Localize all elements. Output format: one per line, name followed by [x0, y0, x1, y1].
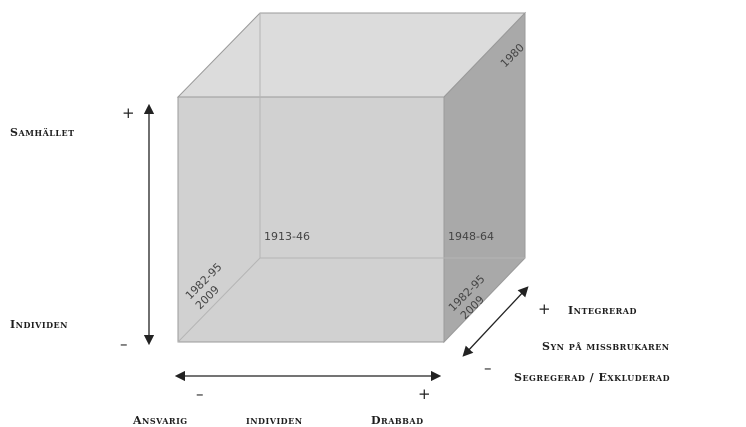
label-samhallet: Samhället — [10, 126, 75, 139]
cube-front-face — [177, 96, 445, 343]
label-individen-horizontal: individen — [246, 414, 303, 427]
label-drabbad: Drabbad — [371, 414, 424, 427]
label-integrerad: Integrerad — [568, 304, 637, 317]
vertical-plus-sign: + — [122, 104, 135, 122]
label-ansvarig: Ansvarig — [132, 414, 188, 427]
horizontal-plus-sign: + — [418, 385, 431, 403]
year-label-1948-64: 1948-64 — [448, 230, 494, 243]
cube-hidden-edge — [177, 257, 261, 343]
year-label-1913-46: 1913-46 — [264, 230, 310, 243]
horizontal-minus-sign: – — [196, 385, 204, 403]
label-individen-vertical: Individen — [10, 318, 68, 331]
vertical-minus-sign: – — [120, 335, 128, 353]
label-segregerad-exkluderad: Segregerad / Exkluderad — [514, 371, 670, 384]
depth-minus-sign: – — [484, 359, 492, 377]
depth-plus-sign: + — [538, 300, 551, 318]
label-syn-pa-missbrukaren: Syn på missbrukaren — [542, 340, 670, 353]
depth-axis-arrow — [462, 286, 529, 357]
